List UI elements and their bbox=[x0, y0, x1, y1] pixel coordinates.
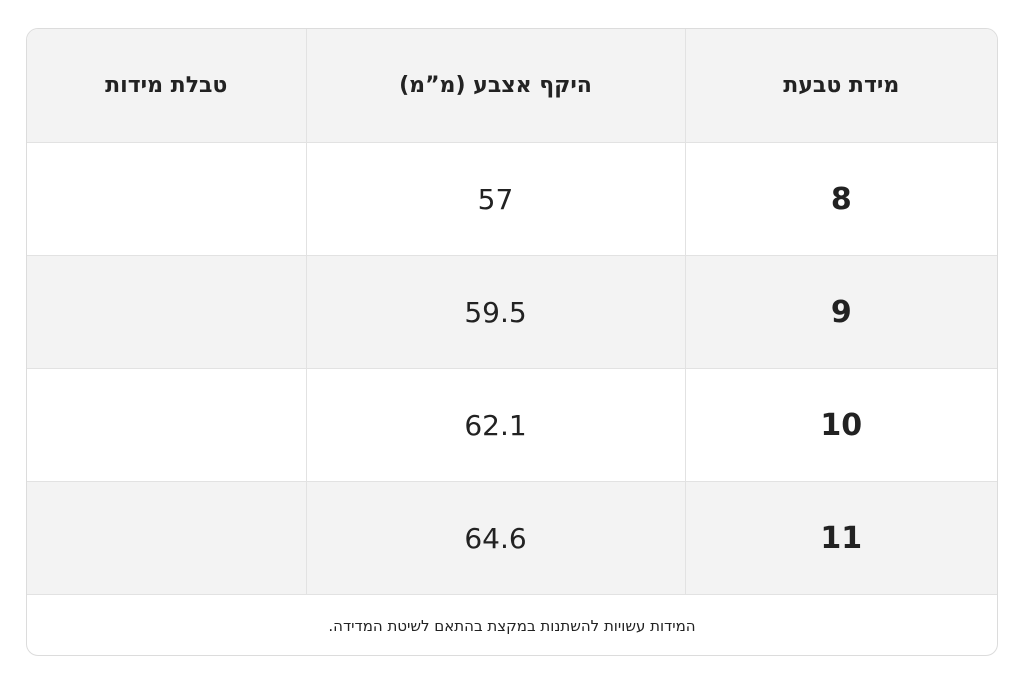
table-row: 10 62.1 bbox=[27, 368, 997, 482]
ring-size: 11 bbox=[684, 481, 997, 595]
ring-size: 9 bbox=[684, 255, 997, 369]
header-cell: היקף אצבע (מ”מ) bbox=[305, 29, 685, 143]
circumference: 57 bbox=[305, 142, 685, 256]
empty-cell bbox=[27, 142, 306, 256]
footnote: המידות עשויות להשתנות במקצת בהתאם לשיטת … bbox=[328, 617, 696, 635]
size-table-card: מידת טבעת היקף אצבע (מ”מ) טבלת מידות 8 57… bbox=[26, 28, 998, 656]
header-cell: טבלת מידות bbox=[27, 29, 306, 143]
table-row: 8 57 bbox=[27, 142, 997, 256]
circumference: 62.1 bbox=[305, 368, 685, 482]
header-row: מידת טבעת היקף אצבע (מ”מ) טבלת מידות bbox=[27, 29, 997, 143]
size-table: מידת טבעת היקף אצבע (מ”מ) טבלת מידות 8 57… bbox=[27, 29, 997, 595]
empty-cell bbox=[27, 255, 306, 369]
table-row: 9 59.5 bbox=[27, 255, 997, 369]
circumference: 64.6 bbox=[305, 481, 685, 595]
ring-size: 8 bbox=[684, 142, 997, 256]
ring-size: 10 bbox=[684, 368, 997, 482]
empty-cell bbox=[27, 481, 306, 595]
empty-cell bbox=[27, 368, 306, 482]
circumference: 59.5 bbox=[305, 255, 685, 369]
table-body: 8 57 9 59.5 10 62.1 11 64.6 bbox=[27, 142, 997, 595]
header-cell: מידת טבעת bbox=[684, 29, 997, 143]
table-row: 11 64.6 bbox=[27, 481, 997, 595]
